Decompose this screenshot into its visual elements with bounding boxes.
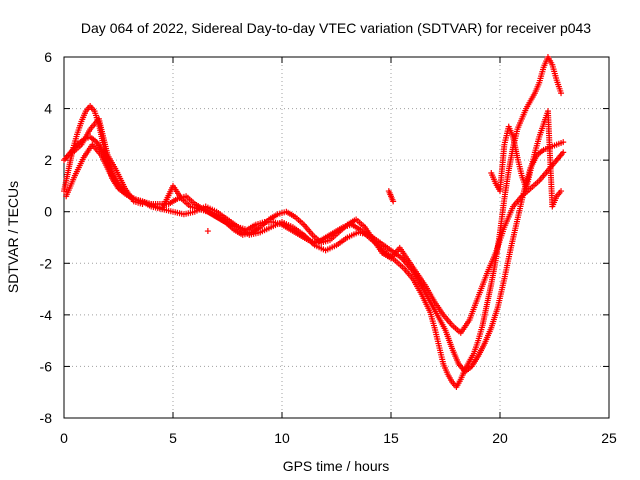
- chart-title: Day 064 of 2022, Sidereal Day-to-day VTE…: [81, 20, 591, 36]
- plot-frame: [63, 56, 610, 419]
- x-tick-label: 5: [169, 430, 177, 446]
- data-point: [139, 200, 146, 207]
- y-axis-label: SDTVAR / TECUs: [5, 181, 21, 293]
- data-point: [560, 149, 567, 156]
- data-point: [390, 198, 397, 205]
- data-point: [560, 139, 567, 146]
- x-tick-label: 20: [492, 430, 508, 446]
- x-tick-label: 10: [274, 430, 290, 446]
- series-track-b: [61, 133, 567, 375]
- x-tick-label: 0: [60, 430, 68, 446]
- y-tick-label: -8: [40, 410, 53, 426]
- series-track-c: [63, 141, 567, 336]
- data-point: [558, 188, 565, 195]
- y-tick-label: -2: [40, 255, 53, 271]
- grid: [64, 57, 609, 418]
- y-tick-label: 2: [44, 152, 52, 168]
- y-tick-label: -4: [40, 307, 53, 323]
- x-axis-label: GPS time / hours: [283, 458, 390, 474]
- x-tick-label: 15: [383, 430, 399, 446]
- series-track-d: [69, 108, 565, 235]
- data-point: [204, 228, 211, 235]
- data-point: [558, 90, 565, 97]
- y-tick-label: 6: [44, 49, 52, 65]
- y-tick-label: 0: [44, 204, 52, 220]
- y-tick-label: -6: [40, 358, 53, 374]
- axis-ticks: 0 5 10 15 20 25 -8 -6 -4 -2 0 2 4 6: [40, 49, 617, 446]
- y-tick-label: 4: [44, 101, 52, 117]
- data-points: [61, 54, 567, 391]
- x-tick-label: 25: [601, 430, 617, 446]
